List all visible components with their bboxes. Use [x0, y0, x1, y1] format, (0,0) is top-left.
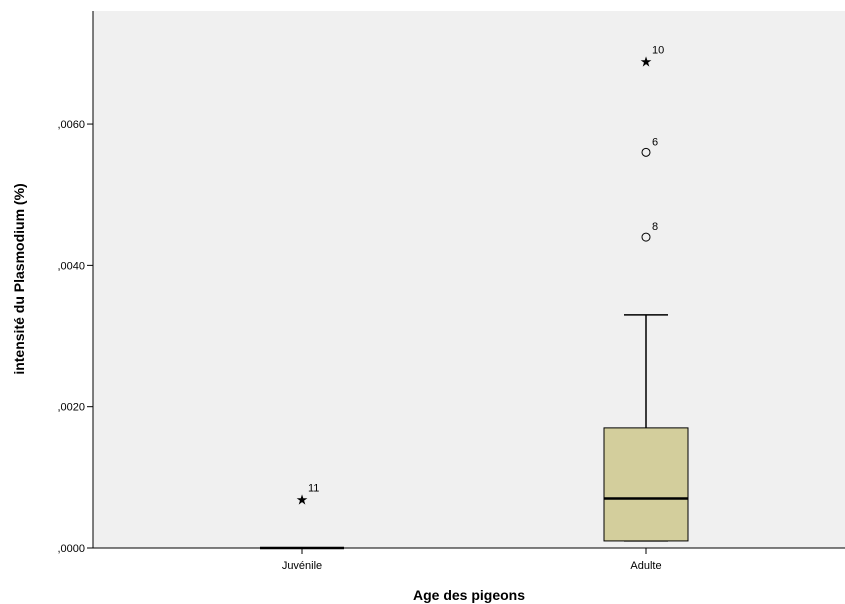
outlier-label: 8	[652, 221, 658, 233]
y-axis-title: intensité du Plasmodium (%)	[11, 183, 27, 374]
y-tick-label: ,0040	[57, 260, 85, 272]
y-tick-label: ,0060	[57, 119, 85, 131]
box-iqr	[603, 427, 689, 542]
box-group: 8 6 ★10	[603, 44, 689, 542]
y-tick-label: ,0020	[57, 402, 85, 414]
x-tick-label: Adulte	[630, 560, 661, 572]
outlier-label: 11	[308, 483, 319, 495]
x-axis-ticks: Juvénile Adulte	[282, 548, 662, 572]
outlier-star: ★	[640, 54, 653, 70]
x-tick-label: Juvénile	[282, 560, 322, 572]
outlier-circle	[641, 147, 651, 157]
x-axis-title: Age des pigeons	[413, 587, 525, 603]
plot-area	[93, 11, 845, 548]
outlier-label: 6	[652, 136, 658, 148]
y-axis-ticks: ,0000 ,0020 ,0040 ,0060	[57, 119, 93, 555]
y-tick-label: ,0000	[57, 543, 85, 555]
outlier-label: 10	[652, 44, 664, 56]
outlier-circle	[641, 232, 651, 242]
box-group: ★11	[260, 483, 344, 550]
outlier-star: ★	[296, 493, 309, 509]
